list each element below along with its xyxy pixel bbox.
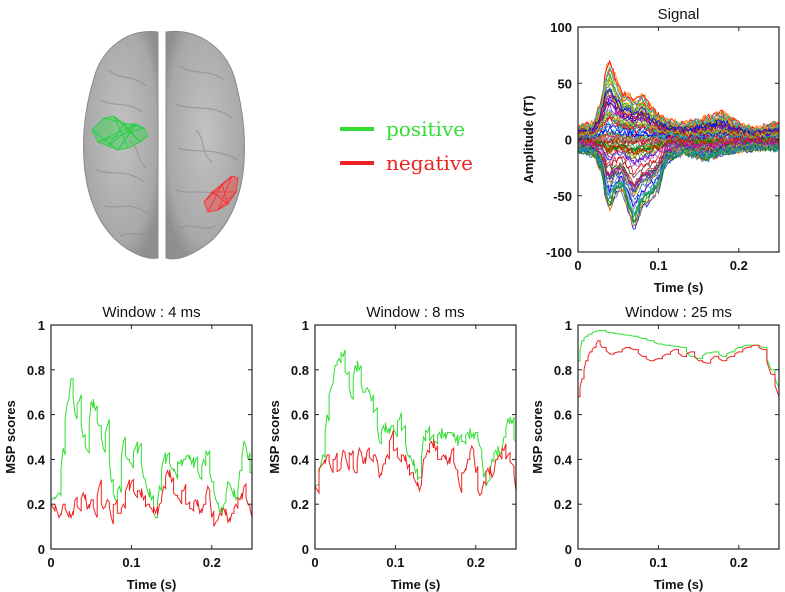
y-tick-label: 1 xyxy=(302,318,309,333)
y-tick-label: 0.6 xyxy=(554,408,572,423)
signal-traces xyxy=(578,59,779,230)
signal-trace xyxy=(578,136,779,156)
signal-trace xyxy=(578,66,779,132)
negative-cluster xyxy=(203,175,239,213)
brain-sulci xyxy=(95,65,239,237)
y-tick-label: 0 xyxy=(565,133,572,148)
y-axis-label: MSP scores xyxy=(530,400,545,473)
signal-axes: 0 0.1 0.2 -100 -50 0 50 100 Signal Time (s) Amplit… xyxy=(521,6,780,295)
legend: positive negative xyxy=(340,112,473,180)
x-tick-label: 0.1 xyxy=(122,555,140,570)
y-tick-label: 0.2 xyxy=(291,497,309,512)
legend-swatch-negative xyxy=(340,161,374,165)
y-tick-label: 50 xyxy=(558,76,572,91)
y-tick-label: 0.4 xyxy=(554,452,573,467)
x-tick-label: 0 xyxy=(47,555,54,570)
series-line-positive xyxy=(50,378,253,519)
y-axis-label: MSP scores xyxy=(267,400,282,473)
y-tick-label: 1 xyxy=(565,318,572,333)
y-tick-label: 0 xyxy=(302,542,309,557)
legend-label-negative: negative xyxy=(386,151,474,175)
x-axis-label: Time (s) xyxy=(654,280,704,295)
x-tick-label: 0 xyxy=(574,258,581,273)
chart-title: Signal xyxy=(658,6,700,23)
positive-cluster xyxy=(91,115,149,151)
signal-trace xyxy=(578,143,779,216)
y-tick-label: 0 xyxy=(565,542,572,557)
legend-swatch-positive xyxy=(340,127,374,131)
signal-trace xyxy=(578,137,779,164)
series-line-positive xyxy=(314,349,517,487)
y-tick-label: 0.6 xyxy=(27,408,45,423)
y-tick-label: -50 xyxy=(553,189,572,204)
chart-title: Window : 4 ms xyxy=(102,304,200,321)
legend-label-positive: positive xyxy=(386,117,466,141)
x-tick-label: 0.2 xyxy=(730,555,748,570)
y-tick-label: 0.4 xyxy=(27,452,46,467)
signal-trace xyxy=(578,76,779,135)
axes-frame xyxy=(50,324,253,550)
signal-trace xyxy=(578,94,779,137)
window-8ms-axes: 0 0.1 0.2 0 0.2 0.4 0.6 0.8 1 Window : 8 ms Time (… xyxy=(267,304,517,592)
y-axis-label: MSP scores xyxy=(3,400,18,473)
x-tick-label: 0.1 xyxy=(386,555,404,570)
signal-trace xyxy=(578,110,779,139)
signal-trace xyxy=(578,136,779,155)
chart-title: Window : 25 ms xyxy=(625,304,732,321)
x-tick-label: 0.2 xyxy=(203,555,221,570)
x-tick-label: 0 xyxy=(311,555,318,570)
x-tick-label: 0.1 xyxy=(649,555,667,570)
y-tick-label: -100 xyxy=(546,245,572,260)
series-line-negative xyxy=(578,340,780,398)
series-line-positive xyxy=(578,330,780,388)
y-tick-label: 0.8 xyxy=(554,363,572,378)
x-axis-label: Time (s) xyxy=(391,577,441,592)
legend-item-positive: positive xyxy=(340,112,473,146)
y-tick-label: 1 xyxy=(38,318,45,333)
y-tick-label: 0.6 xyxy=(291,408,309,423)
x-axis-label: Time (s) xyxy=(654,577,704,592)
x-tick-label: 0 xyxy=(574,555,581,570)
y-tick-label: 0.8 xyxy=(27,363,45,378)
right-hemisphere xyxy=(165,30,245,260)
chart-title: Window : 8 ms xyxy=(366,304,464,321)
y-tick-label: 0.2 xyxy=(27,497,45,512)
series-line-negative xyxy=(314,430,517,497)
axes-frame xyxy=(577,324,780,550)
x-tick-label: 0.2 xyxy=(730,258,748,273)
y-axis-label: Amplitude (fT) xyxy=(521,95,536,183)
axes-frame xyxy=(314,324,517,550)
legend-item-negative: negative xyxy=(340,146,473,180)
y-tick-label: 100 xyxy=(550,20,572,35)
left-hemisphere xyxy=(83,31,159,259)
y-tick-label: 0.4 xyxy=(291,452,310,467)
x-axis-label: Time (s) xyxy=(127,577,177,592)
series-line-negative xyxy=(50,469,253,527)
x-tick-label: 0.1 xyxy=(649,258,667,273)
window-4ms-axes: 0 0.1 0.2 0 0.2 0.4 0.6 0.8 1 Window : 4 ms Time (… xyxy=(3,304,253,592)
x-tick-label: 0.2 xyxy=(467,555,485,570)
brain-illustration xyxy=(83,30,245,260)
y-tick-label: 0.8 xyxy=(291,363,309,378)
window-25ms-axes: 0 0.1 0.2 0 0.2 0.4 0.6 0.8 1 Window : 25 ms Time … xyxy=(530,304,780,592)
y-tick-label: 0 xyxy=(38,542,45,557)
y-tick-label: 0.2 xyxy=(554,497,572,512)
